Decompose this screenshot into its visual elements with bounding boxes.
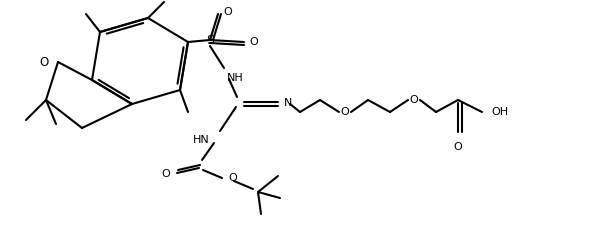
Text: O: O — [223, 7, 232, 17]
Text: O: O — [341, 107, 349, 117]
Text: O: O — [249, 37, 257, 47]
Text: S: S — [206, 34, 214, 46]
Text: NH: NH — [227, 73, 244, 83]
Text: HN: HN — [193, 135, 210, 145]
Text: N: N — [284, 98, 292, 108]
Text: O: O — [161, 169, 170, 179]
Text: O: O — [40, 56, 49, 68]
Text: OH: OH — [491, 107, 508, 117]
Text: O: O — [454, 142, 462, 152]
Text: O: O — [409, 95, 419, 105]
Text: O: O — [228, 173, 237, 183]
